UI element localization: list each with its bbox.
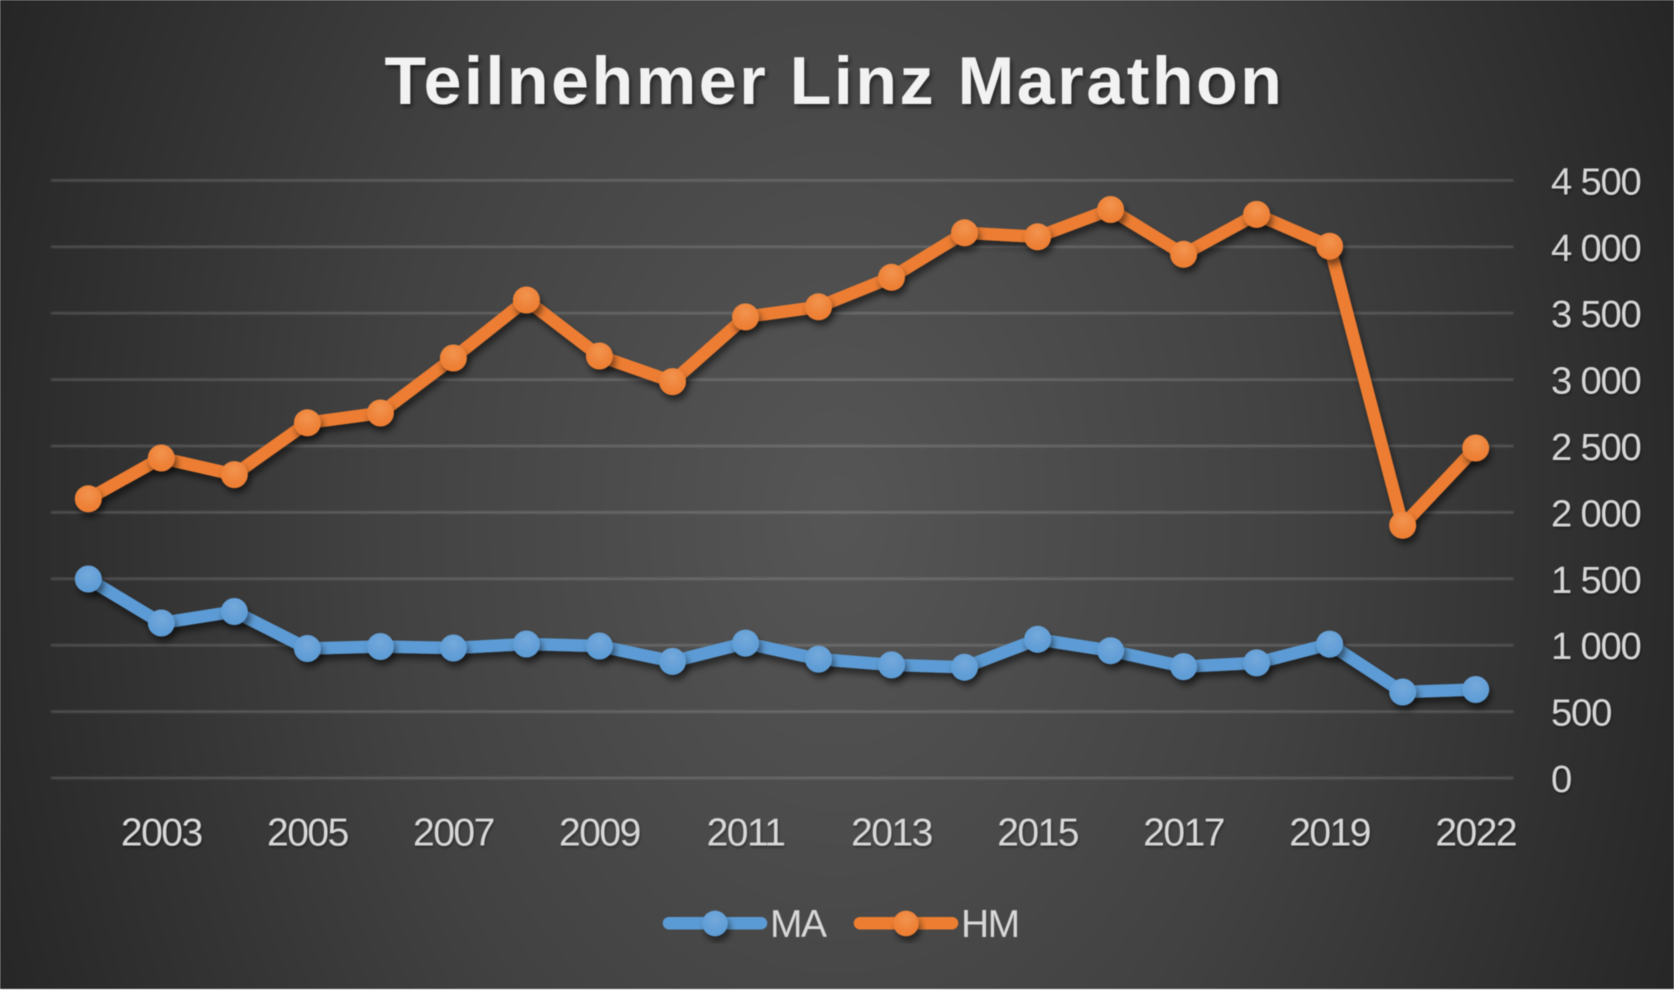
svg-text:HM: HM [961, 903, 1019, 946]
svg-text:500: 500 [1551, 692, 1611, 735]
svg-text:1 500: 1 500 [1551, 559, 1641, 602]
svg-text:2011: 2011 [707, 812, 785, 855]
svg-text:2003: 2003 [121, 812, 202, 855]
svg-text:2015: 2015 [997, 812, 1079, 855]
svg-text:2005: 2005 [267, 812, 349, 855]
svg-text:3 500: 3 500 [1551, 293, 1641, 336]
svg-text:4 000: 4 000 [1551, 227, 1641, 270]
svg-text:2019: 2019 [1289, 812, 1370, 855]
svg-text:2 500: 2 500 [1551, 426, 1641, 469]
svg-text:3 000: 3 000 [1551, 360, 1641, 403]
svg-text:4 500: 4 500 [1551, 160, 1641, 203]
svg-text:2017: 2017 [1143, 812, 1224, 855]
svg-text:0: 0 [1551, 758, 1571, 801]
svg-text:2013: 2013 [851, 812, 932, 855]
svg-text:2 000: 2 000 [1551, 492, 1641, 535]
svg-text:1 000: 1 000 [1551, 625, 1641, 668]
svg-text:2022: 2022 [1435, 812, 1516, 855]
svg-text:2009: 2009 [559, 812, 640, 855]
svg-text:2007: 2007 [413, 812, 494, 855]
svg-text:MA: MA [770, 903, 827, 946]
svg-text:Teilnehmer Linz Marathon: Teilnehmer Linz Marathon [385, 43, 1285, 119]
